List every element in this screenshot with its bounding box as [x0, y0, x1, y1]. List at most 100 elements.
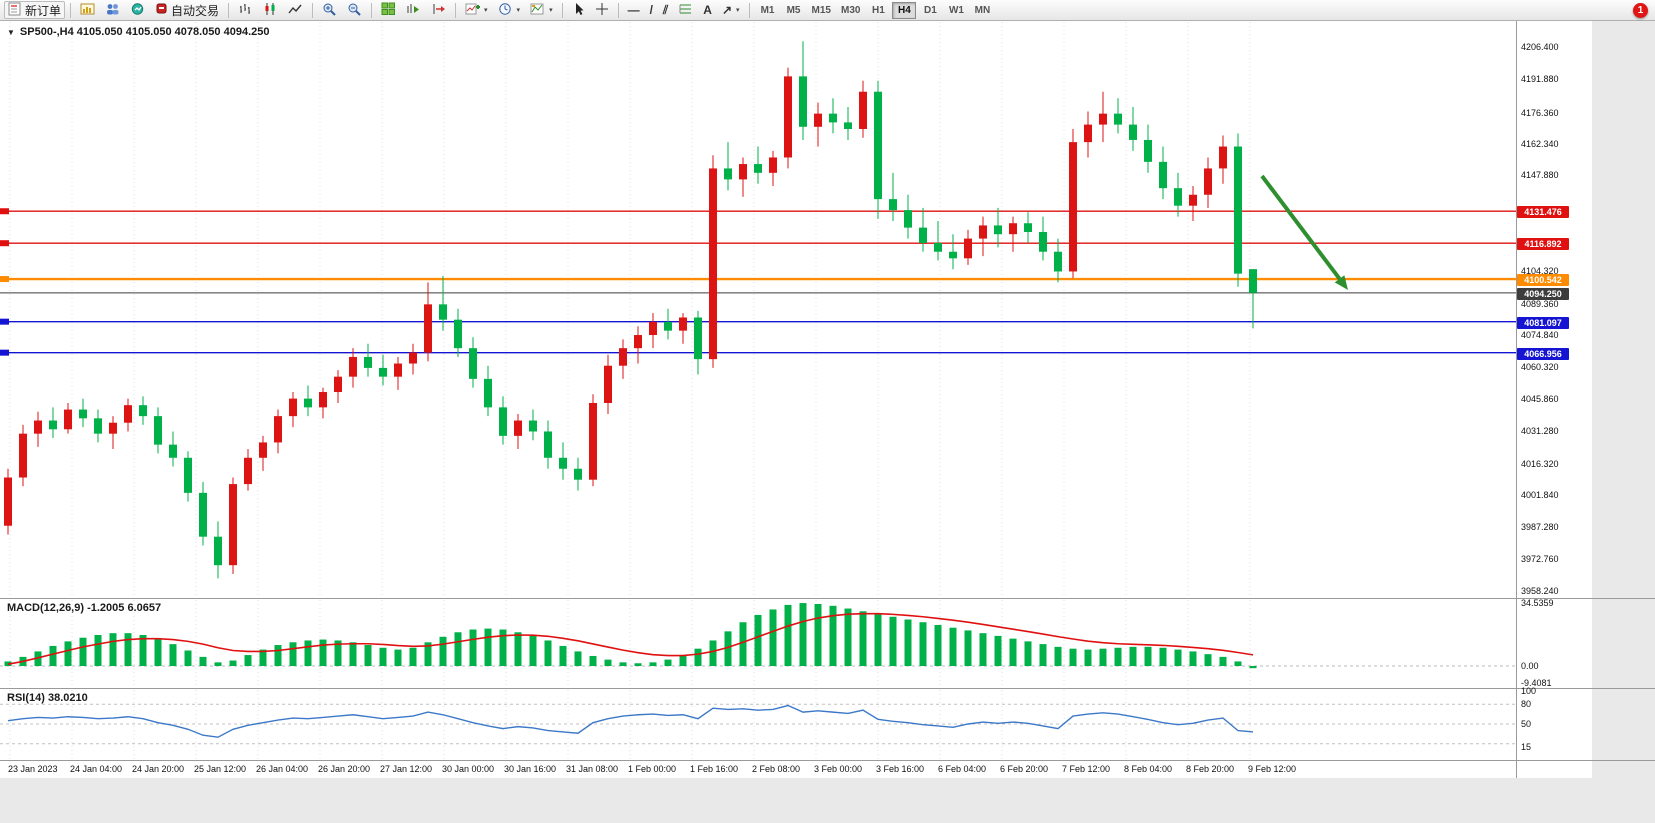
candle	[139, 405, 147, 417]
price-tick: 4147.880	[1521, 170, 1559, 181]
chart-window-button[interactable]	[76, 1, 99, 19]
candle	[79, 409, 87, 419]
macd-histogram-bar	[154, 638, 162, 666]
text-tool-button[interactable]: A	[699, 1, 716, 19]
candle	[349, 356, 357, 377]
rsi-pane[interactable]	[0, 688, 1516, 760]
timeframe-button-m5[interactable]: M5	[782, 2, 806, 19]
candle	[829, 113, 837, 123]
time-label: 3 Feb 00:00	[814, 764, 863, 774]
timeframe-button-mn[interactable]: MN	[970, 2, 994, 19]
macd-histogram-bar	[274, 645, 282, 666]
price-axis-background	[1516, 21, 1592, 778]
macd-histogram-bar	[394, 649, 402, 666]
candle	[229, 484, 237, 566]
market-watch-icon	[130, 2, 145, 19]
candlestick-chart-icon	[263, 2, 278, 19]
candle	[1219, 146, 1227, 169]
candle	[499, 407, 507, 436]
timeframe-button-m15[interactable]: M15	[808, 2, 835, 19]
indicators-button[interactable]: ▾	[461, 1, 492, 19]
price-tag: 4066.956	[1517, 347, 1569, 360]
macd-axis-label: -9.4081	[1521, 678, 1552, 689]
indicators-icon	[465, 2, 481, 19]
periods-button[interactable]: ▾	[494, 1, 525, 19]
timeframe-button-h1[interactable]: H1	[866, 2, 890, 19]
separator	[371, 2, 373, 18]
price-chart-pane[interactable]	[0, 21, 1516, 598]
time-label: 8 Feb 20:00	[1186, 764, 1235, 774]
candle	[184, 457, 192, 493]
macd-pane[interactable]	[0, 598, 1516, 688]
profiles-button[interactable]	[101, 1, 124, 19]
templates-button[interactable]: ▾	[526, 1, 557, 19]
crosshair-button[interactable]	[591, 1, 613, 19]
timeframe-button-h4[interactable]: H4	[892, 1, 917, 19]
zoom-out-button[interactable]	[343, 1, 366, 19]
bar-chart-button[interactable]	[234, 1, 257, 19]
candlestick-chart-button[interactable]	[259, 1, 282, 19]
macd-histogram-bar	[1084, 649, 1092, 666]
timeframe-button-m1[interactable]: M1	[756, 2, 780, 19]
candle	[769, 157, 777, 173]
macd-axis-label: 34.5359	[1521, 598, 1554, 608]
channel-tool-button[interactable]: ⫽	[659, 1, 672, 19]
candle	[1159, 161, 1167, 189]
candle	[34, 420, 42, 434]
macd-axis-label: 0.00	[1521, 661, 1539, 671]
chart-shift-button[interactable]	[427, 1, 450, 19]
macd-histogram-bar	[904, 619, 912, 666]
separator	[228, 2, 230, 18]
fibonacci-tool-button[interactable]	[674, 1, 697, 19]
macd-histogram-bar	[349, 642, 357, 666]
zoom-in-button[interactable]	[318, 1, 341, 19]
arrows-tool-button[interactable]: ↗ ▾	[718, 1, 744, 19]
candle	[1249, 269, 1257, 293]
new-order-button[interactable]: 新订单	[4, 1, 66, 19]
price-tick: 4089.360	[1521, 298, 1559, 309]
market-watch-button[interactable]	[126, 1, 149, 19]
cursor-button[interactable]	[568, 1, 589, 19]
macd-histogram-bar	[184, 650, 192, 666]
macd-histogram-bar	[259, 649, 267, 666]
candle	[214, 536, 222, 566]
macd-histogram-bar	[589, 655, 597, 666]
price-tick: 4001.840	[1521, 490, 1559, 501]
pane-separator[interactable]	[0, 688, 1655, 689]
channel-icon: ⫽	[662, 2, 669, 17]
time-label: 3 Feb 16:00	[876, 764, 925, 774]
price-tick: 4031.280	[1521, 425, 1559, 436]
horizontal-line-tool-button[interactable]: —	[624, 1, 644, 19]
timeframe-button-w1[interactable]: W1	[944, 2, 968, 19]
auto-trading-button[interactable]: 自动交易	[151, 1, 223, 19]
macd-histogram-bar	[964, 630, 972, 666]
pane-separator[interactable]	[0, 598, 1655, 599]
candle	[874, 91, 882, 200]
timeframe-button-m30[interactable]: M30	[837, 2, 864, 19]
candle	[859, 91, 867, 129]
macd-histogram-bar	[724, 631, 732, 666]
candle	[649, 321, 657, 336]
candle	[979, 225, 987, 239]
rsi-axis-label: 80	[1521, 699, 1532, 710]
timeframe-button-d1[interactable]: D1	[918, 2, 942, 19]
symbol-dropdown-icon[interactable]: ▼	[7, 27, 15, 37]
trendline-tool-button[interactable]: /	[646, 1, 657, 19]
auto-scroll-button[interactable]	[402, 1, 425, 19]
tile-windows-button[interactable]	[377, 1, 400, 19]
notification-badge[interactable]: 1	[1633, 3, 1648, 18]
candle	[259, 442, 267, 458]
axis-separator	[1516, 21, 1517, 778]
candle	[724, 168, 732, 180]
trend-arrow-object[interactable]	[1260, 174, 1342, 281]
macd-histogram-bar	[1234, 661, 1242, 666]
candle	[1144, 139, 1152, 162]
candle	[274, 416, 282, 443]
time-label: 30 Jan 00:00	[442, 764, 495, 774]
candle	[949, 251, 957, 259]
macd-histogram-bar	[919, 622, 927, 666]
macd-histogram-bar	[889, 616, 897, 666]
candle	[904, 210, 912, 228]
macd-histogram-bar	[244, 655, 252, 666]
line-chart-button[interactable]	[284, 1, 307, 19]
